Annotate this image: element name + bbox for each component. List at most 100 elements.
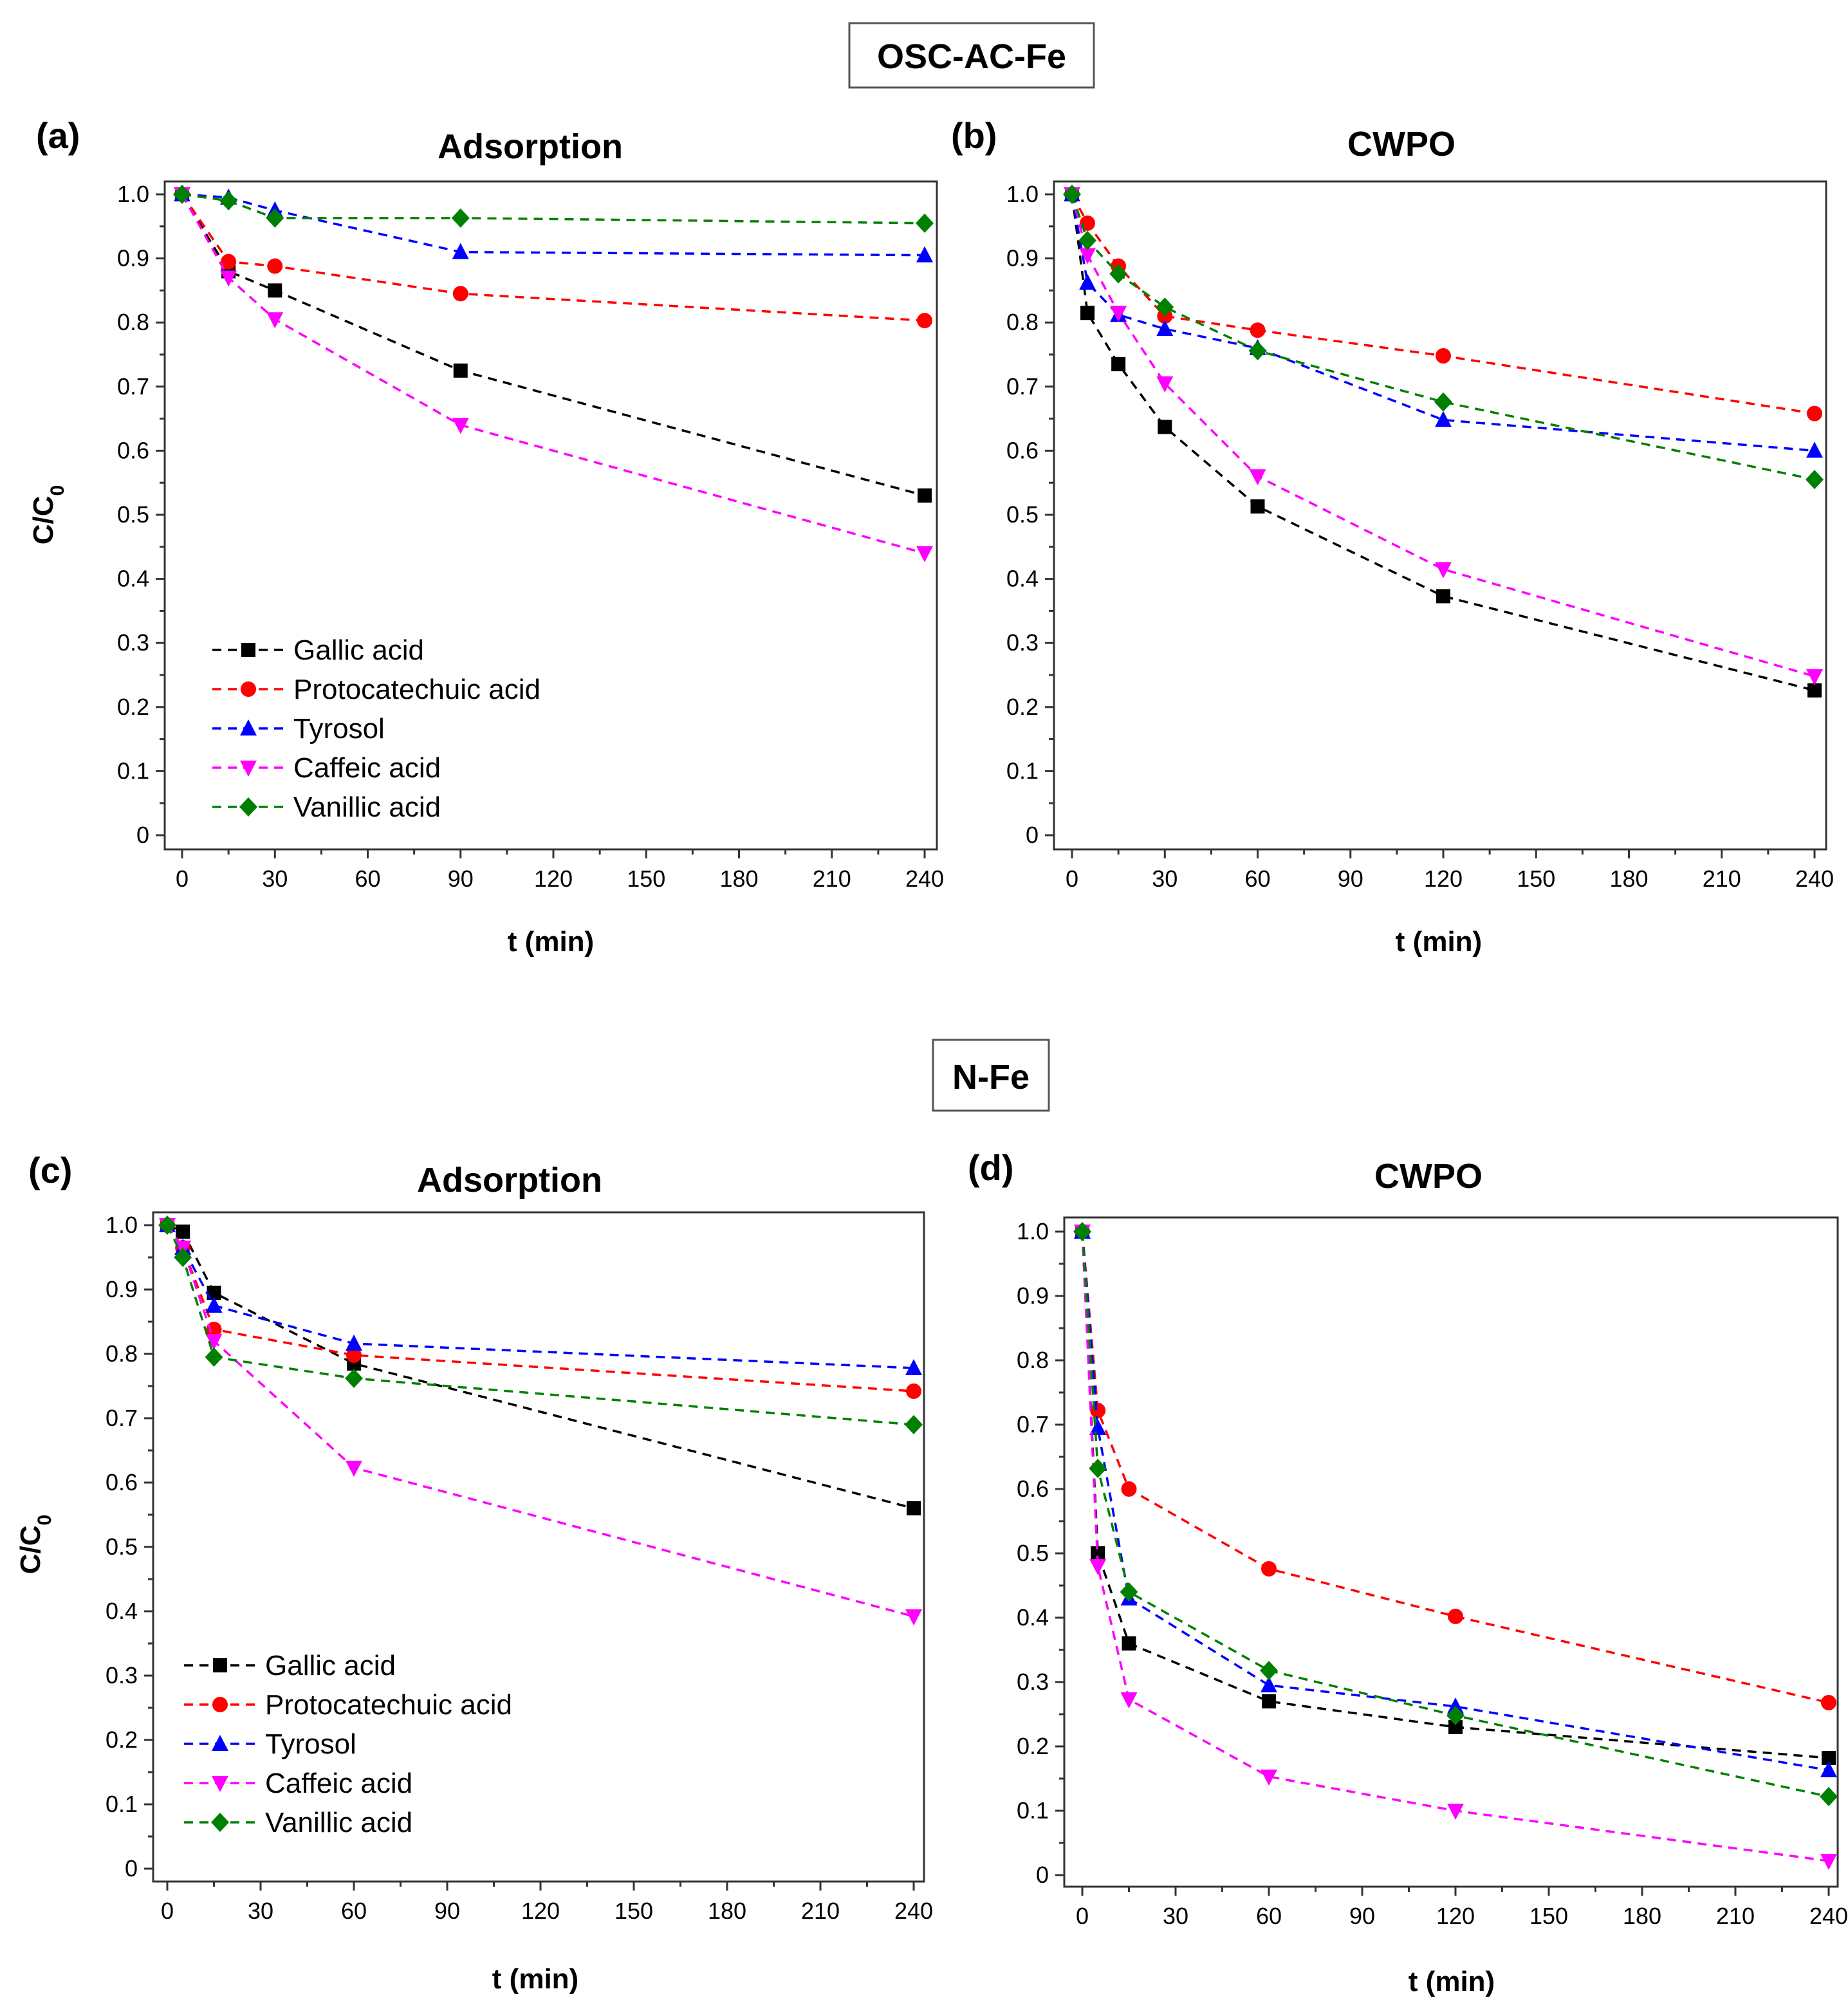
legend-item: Gallic acid: [212, 634, 424, 666]
triangle-down-marker: [240, 761, 257, 777]
series-vanillic-acid: [1063, 185, 1824, 490]
triangle-down-marker: [1806, 669, 1823, 685]
x-tick-label: 150: [1517, 865, 1555, 892]
y-tick-label: 0.7: [1017, 1411, 1049, 1438]
triangle-up-marker: [212, 1735, 228, 1751]
series-line: [1081, 1231, 1829, 1771]
series-caffeic-acid: [1064, 187, 1823, 685]
square-marker: [1091, 1546, 1105, 1560]
legend-item: Protocatechuic acid: [184, 1689, 512, 1721]
x-tick-label: 90: [434, 1898, 460, 1924]
y-tick-label: 0.1: [117, 757, 149, 784]
x-tick-label: 210: [1716, 1903, 1755, 1929]
plot-frame: [163, 180, 938, 851]
diamond-marker: [1434, 392, 1452, 412]
x-tick-label: 150: [627, 865, 665, 892]
y-tick-label: 0: [1026, 822, 1039, 848]
circle-marker: [1090, 1403, 1106, 1418]
square-marker: [1122, 1636, 1136, 1651]
triangle-up-marker: [1806, 441, 1823, 458]
triangle-up-marker: [1447, 1697, 1464, 1714]
y-tick-label: 0.7: [117, 373, 149, 400]
y-tick-label: 0.6: [106, 1469, 138, 1495]
series-vanillic-acid: [173, 185, 934, 233]
triangle-up-marker: [905, 1359, 922, 1375]
circle-marker: [1261, 1561, 1277, 1577]
triangle-down-marker: [266, 312, 284, 329]
x-tick-label: 150: [1529, 1903, 1568, 1929]
panel-label: (c): [28, 1150, 72, 1190]
panel-title: CWPO: [1374, 1157, 1483, 1196]
series-line: [1071, 194, 1815, 481]
group-title-text: N-Fe: [952, 1058, 1030, 1096]
legend-label: Caffeic acid: [265, 1768, 412, 1799]
group-title-text: OSC-AC-Fe: [877, 37, 1066, 76]
y-tick-label: 0.8: [1006, 309, 1039, 335]
series-line: [181, 194, 925, 322]
triangle-up-marker: [916, 246, 933, 263]
diamond-marker: [905, 1415, 923, 1434]
series-vanillic-acid: [1073, 1222, 1838, 1806]
legend-label: Protocatechuic acid: [265, 1689, 512, 1721]
y-tick-label: 0.1: [1017, 1797, 1049, 1824]
series-line: [1081, 1231, 1829, 1862]
series-line: [166, 1225, 914, 1618]
y-tick-label: 1.0: [1006, 181, 1039, 207]
diamond-marker: [266, 208, 284, 228]
y-tick-label: 1.0: [117, 181, 149, 207]
circle-marker: [452, 286, 468, 302]
circle-marker: [1121, 1481, 1137, 1497]
y-tick-label: 0: [136, 822, 149, 848]
triangle-up-marker: [1261, 1676, 1277, 1692]
x-tick-label: 0: [1076, 1903, 1089, 1929]
triangle-down-marker: [1079, 248, 1096, 264]
x-tick-label: 180: [1623, 1903, 1661, 1929]
circle-marker: [1436, 347, 1451, 364]
x-tick-label: 240: [1795, 865, 1834, 892]
triangle-down-marker: [220, 270, 237, 287]
triangle-down-marker: [1261, 1770, 1277, 1786]
square-marker: [907, 1501, 921, 1515]
panel-title: Adsorption: [417, 1161, 602, 1199]
x-tick-label: 60: [1256, 1903, 1282, 1929]
square-marker: [213, 1658, 227, 1672]
diamond-marker: [1446, 1706, 1465, 1725]
triangle-down-marker: [1156, 376, 1174, 393]
triangle-down-marker: [452, 418, 469, 434]
diamond-marker: [174, 1248, 192, 1267]
diamond-marker: [1260, 1661, 1278, 1680]
circle-marker: [241, 681, 256, 697]
triangle-down-marker: [1110, 306, 1127, 322]
x-tick-label: 240: [894, 1898, 933, 1924]
triangle-up-marker: [1820, 1761, 1837, 1777]
y-tick-label: 0.4: [117, 566, 149, 592]
series-line: [181, 193, 925, 225]
diamond-marker: [345, 1369, 363, 1388]
x-tick-label: 30: [1163, 1903, 1188, 1929]
square-marker: [207, 1286, 221, 1300]
square-marker: [1111, 356, 1126, 371]
x-tick-label: 180: [719, 865, 758, 892]
x-tick-label: 0: [1066, 865, 1078, 892]
square-marker: [176, 1225, 190, 1239]
panel-title: Adsorption: [438, 127, 623, 166]
legend-item: Tyrosol: [184, 1728, 356, 1760]
legend-item: Protocatechuic acid: [212, 674, 541, 705]
x-tick-label: 120: [1436, 1903, 1475, 1929]
panel-b: (b) CWPO t (min) 0 30 60 90 120 150 180 210 240 0 0.1…: [951, 115, 1834, 957]
y-tick-label: 0.4: [106, 1598, 138, 1624]
y-tick-label: 0.6: [1006, 437, 1039, 463]
square-marker: [1262, 1694, 1276, 1708]
legend: Gallic acid Protocatechuic acid Tyrosol Caf…: [212, 634, 541, 823]
panel-d: (d) CWPO t (min) 0 30 60 90 120 150 180 210 240 0 0.1…: [968, 1147, 1848, 1997]
triangle-down-marker: [916, 546, 933, 562]
triangle-up-marker: [1156, 320, 1174, 337]
x-tick-label: 180: [1609, 865, 1648, 892]
series-line: [1081, 1231, 1829, 1798]
square-marker: [1080, 306, 1095, 320]
diamond-marker: [211, 1813, 229, 1832]
circle-marker: [221, 254, 237, 270]
series-protocatechuic-acid: [174, 187, 932, 329]
